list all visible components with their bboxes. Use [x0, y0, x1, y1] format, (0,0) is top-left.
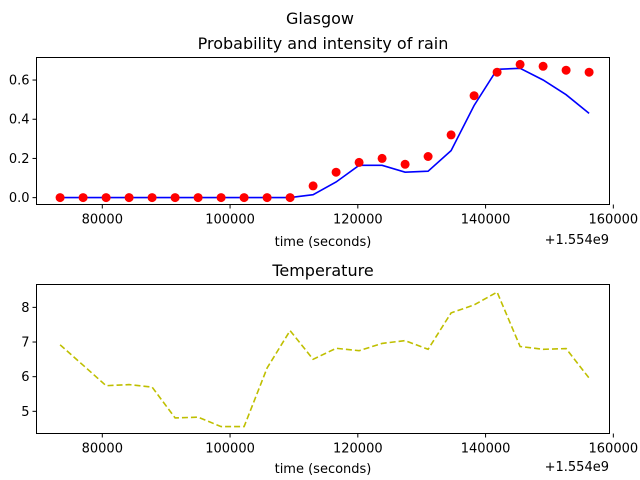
- rain-scatter-point: [377, 153, 387, 163]
- rain-scatter-point: [55, 193, 65, 203]
- temperature-series-line: [59, 290, 590, 428]
- temperature-y-tick-label: 5: [21, 405, 29, 420]
- rain-scatter-point: [216, 193, 226, 203]
- rain-y-tick-label: 0.2: [9, 152, 30, 167]
- temperature-axes-title: Temperature: [271, 261, 373, 280]
- rain-scatter-point: [561, 65, 571, 75]
- rain-scatter-point: [147, 193, 157, 203]
- temperature-axes: Temperature 80000 100000 120000 140000 16000…: [21, 261, 638, 477]
- rain-axes: Probability and intensity of rain 80000 1…: [9, 34, 638, 250]
- rain-x-tick-label: 100000: [205, 213, 255, 228]
- rain-axes-data: [55, 59, 594, 203]
- rain-scatter-point: [101, 193, 111, 203]
- rain-x-tick-label: 160000: [589, 213, 639, 228]
- rain-scatter-point: [515, 59, 525, 69]
- rain-y-tick-label: 0.0: [9, 191, 30, 206]
- rain-scatter-point: [423, 152, 433, 161]
- temperature-axes-data: [59, 290, 590, 428]
- rain-scatter-point: [285, 193, 295, 203]
- temperature-x-tick-label: 120000: [333, 442, 383, 457]
- rain-scatter-point: [584, 67, 594, 77]
- rain-y-tick-label: 0.4: [9, 113, 30, 128]
- rain-scatter-point: [469, 91, 479, 101]
- temperature-x-tick-label: 100000: [205, 442, 255, 457]
- rain-scatter-point: [78, 193, 88, 203]
- rain-scatter-point: [354, 157, 364, 167]
- rain-x-tick-label: 120000: [333, 213, 383, 228]
- rain-x-offset-label: +1.554e9: [545, 233, 609, 248]
- rain-scatter-point: [446, 130, 456, 140]
- rain-x-axis-label: time (seconds): [275, 235, 372, 250]
- rain-axes-ticks: 80000 100000 120000 140000 160000 0.0 0.2 0.4 0.…: [9, 74, 638, 228]
- temperature-x-axis-label: time (seconds): [275, 462, 372, 477]
- rain-scatter-point: [170, 193, 180, 203]
- temperature-y-tick-label: 7: [21, 336, 29, 351]
- temperature-x-tick-label: 160000: [589, 442, 639, 457]
- temperature-axes-frame: [36, 284, 610, 434]
- temperature-axes-ticks: 80000 100000 120000 140000 160000 5 6 7 8: [21, 301, 638, 457]
- temperature-x-tick-label: 140000: [461, 442, 511, 457]
- rain-scatter-point: [492, 67, 502, 77]
- rain-y-tick-label: 0.6: [9, 74, 30, 89]
- rain-scatter-point: [308, 181, 318, 191]
- rain-axes-title: Probability and intensity of rain: [198, 34, 449, 53]
- rain-scatter-point: [193, 193, 203, 203]
- figure-suptitle: Glasgow: [286, 9, 354, 28]
- temperature-x-offset-label: +1.554e9: [545, 460, 609, 475]
- rain-scatter-point: [124, 193, 134, 203]
- rain-scatter-point: [400, 159, 410, 169]
- rain-x-tick-label: 140000: [461, 213, 511, 228]
- rain-scatter-point: [239, 193, 249, 203]
- temperature-y-tick-label: 8: [21, 301, 29, 316]
- rain-x-tick-label: 80000: [82, 213, 123, 228]
- temperature-y-tick-label: 6: [21, 370, 29, 385]
- temperature-x-tick-label: 80000: [82, 442, 123, 457]
- rain-scatter-point: [262, 193, 272, 203]
- rain-axes-frame: [36, 57, 610, 205]
- rain-scatter-point: [331, 167, 341, 177]
- rain-scatter-point: [538, 61, 548, 71]
